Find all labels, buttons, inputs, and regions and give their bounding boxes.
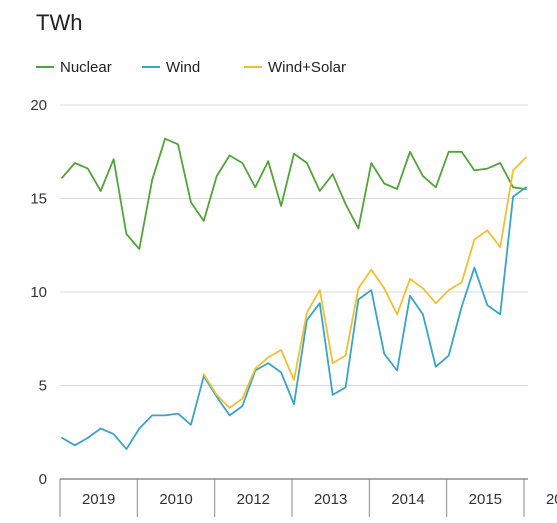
legend: Nuclear Wind Wind+Solar [36,59,346,76]
series-line-wind [61,186,527,450]
legend-label-wind-solar: Wind+Solar [268,59,346,76]
x-tick-label-2016: 2016 [546,491,557,508]
x-tick-label-2019: 2019 [82,491,115,508]
unit-label: TWh [36,10,82,35]
series-line-wind-solar [202,156,527,409]
x-tick-label-2015: 2015 [469,491,502,508]
legend-item-wind: Wind [142,59,200,76]
y-axis-ticks: 0 5 10 15 20 [30,97,47,488]
series-line-nuclear [61,137,527,250]
x-tick-label-2013: 2013 [314,491,347,508]
plot-area [61,137,527,450]
x-axis: 20192010201220132014201520162017 [59,478,557,517]
x-tick-label-2014: 2014 [391,491,424,508]
legend-item-wind-solar: Wind+Solar [244,59,346,76]
y-tick-label-15: 15 [30,191,47,208]
x-tick-label-2012: 2012 [237,491,270,508]
y-tick-label-10: 10 [30,284,47,301]
legend-label-wind: Wind [166,59,200,76]
legend-label-nuclear: Nuclear [60,59,112,76]
legend-item-nuclear: Nuclear [36,59,112,76]
x-tick-label-2010: 2010 [159,491,192,508]
y-tick-label-0: 0 [39,471,47,488]
y-tick-label-20: 20 [30,97,47,114]
gridlines [60,104,528,386]
y-tick-label-5: 5 [39,378,47,395]
